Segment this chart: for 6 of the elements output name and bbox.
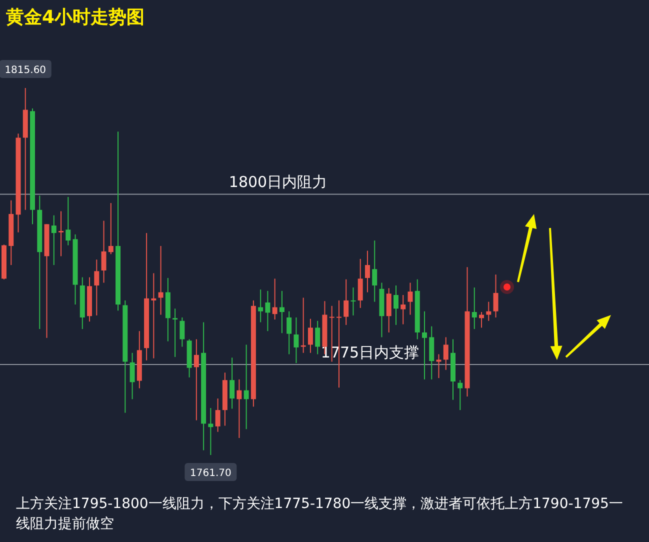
title: 黄金4小时走势图 [6, 7, 145, 28]
annotation: 1761.70 [184, 463, 237, 481]
annotation: 1815.60 [0, 60, 52, 78]
ref-line-label: 1800日内阻力 [228, 173, 328, 192]
annotation: 1761.70 [190, 468, 232, 479]
annotation: 1815.60 [4, 65, 46, 76]
